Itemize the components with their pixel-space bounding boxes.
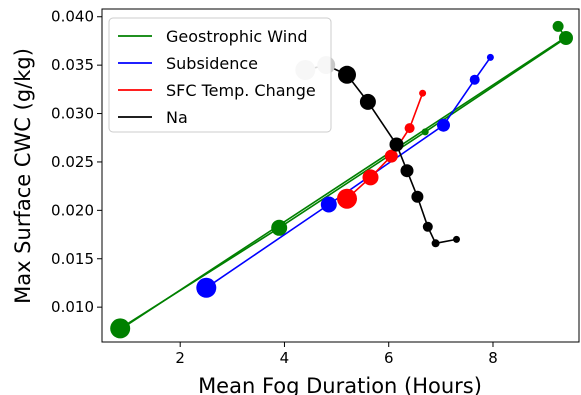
- data-point-geostrophic-wind: [552, 20, 564, 32]
- y-tick-label: 0.025: [51, 153, 94, 171]
- y-tick-label: 0.035: [51, 56, 94, 74]
- legend-label-subsidence: Subsidence: [166, 54, 258, 73]
- legend-label-sfc-temp-change: SFC Temp. Change: [166, 81, 316, 100]
- y-tick-label: 0.040: [51, 8, 94, 26]
- x-axis-label: Mean Fog Duration (Hours): [198, 374, 482, 395]
- data-point-geostrophic-wind: [421, 128, 429, 136]
- x-tick-label: 8: [488, 349, 498, 367]
- axes: 2 4 6 8 0.010 0.015 0.020 0.025 0.030 0.035 0.040: [51, 8, 498, 367]
- y-tick-label: 0.020: [51, 201, 94, 219]
- data-point-geostrophic-wind: [271, 219, 288, 236]
- data-point-sfc-temp-change: [362, 169, 379, 186]
- plot-frame: [101, 8, 580, 343]
- data-point-geostrophic-wind: [110, 318, 131, 339]
- data-point-sfc-temp-change: [384, 149, 398, 163]
- data-point-subsidence: [196, 277, 217, 298]
- data-point-na: [389, 137, 404, 152]
- x-tick-label: 2: [175, 349, 185, 367]
- data-point-na: [400, 164, 414, 178]
- x-tick-label: 4: [280, 349, 290, 367]
- series-line-na: [305, 64, 457, 245]
- data-point-na: [411, 190, 424, 203]
- data-point-na: [431, 239, 440, 248]
- legend-label-geostrophic-wind: Geostrophic Wind: [166, 27, 308, 46]
- data-point-subsidence: [469, 74, 480, 85]
- data-point-sfc-temp-change: [404, 123, 415, 134]
- data-point-sfc-temp-change: [419, 89, 427, 97]
- data-point-na: [453, 235, 460, 243]
- legend: Geostrophic Wind Subsidence SFC Temp. Chan…: [108, 17, 332, 133]
- y-tick-label: 0.015: [51, 250, 94, 268]
- data-point-subsidence: [437, 118, 450, 132]
- data-point-sfc-temp-change: [337, 188, 357, 209]
- data-point-subsidence: [320, 196, 337, 213]
- data-point-na: [359, 93, 376, 110]
- y-axis-label: Max Surface CWC (g/kg): [11, 48, 35, 304]
- legend-label-na: Na: [166, 108, 188, 127]
- data-point-na: [338, 65, 356, 84]
- data-point-geostrophic-wind: [559, 31, 573, 45]
- y-tick-label: 0.010: [51, 298, 94, 316]
- legend-box: [108, 17, 332, 133]
- data-point-na: [422, 221, 433, 232]
- y-tick-label: 0.030: [51, 105, 94, 123]
- x-tick-label: 6: [384, 349, 394, 367]
- fit-line-geostrophic-wind: [119, 36, 567, 331]
- data-point-subsidence: [486, 53, 494, 61]
